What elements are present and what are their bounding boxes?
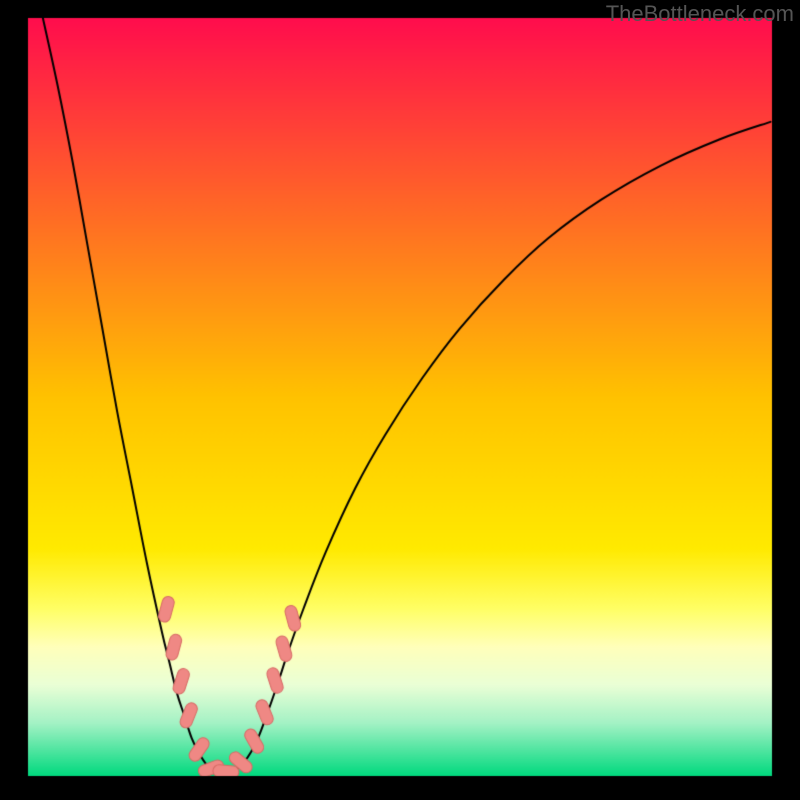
chart-container: TheBottleneck.com	[0, 0, 800, 800]
bottleneck-chart-canvas	[0, 0, 800, 800]
watermark-text: TheBottleneck.com	[606, 1, 794, 27]
